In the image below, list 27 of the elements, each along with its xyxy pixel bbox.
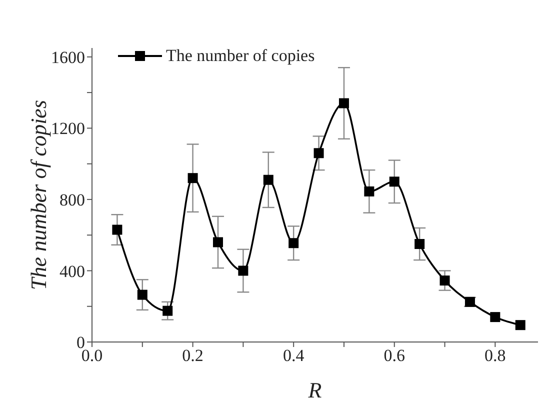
- point: [314, 148, 324, 158]
- y-tick-label: 800: [60, 190, 85, 210]
- point: [162, 306, 173, 316]
- point: [389, 176, 400, 187]
- point: [440, 276, 450, 286]
- y-tick-label: 1200: [51, 119, 85, 138]
- y-tick-label: 400: [60, 262, 85, 281]
- x-tick-label: 0.6: [384, 346, 405, 366]
- point: [263, 174, 274, 185]
- point: [137, 290, 148, 300]
- point: [188, 173, 198, 184]
- x-tick-label: 0.4: [282, 346, 305, 366]
- x-tick-label: 0.2: [182, 346, 204, 366]
- point: [338, 98, 349, 108]
- y-tick-label: 1600: [51, 48, 85, 67]
- point: [212, 237, 223, 248]
- x-axis-title: R: [307, 378, 322, 403]
- x-tick-label: 0.8: [484, 346, 506, 366]
- point: [490, 312, 500, 322]
- point: [414, 239, 425, 249]
- legend-label: The number of copies: [166, 46, 315, 66]
- point: [288, 238, 299, 248]
- point: [515, 320, 526, 330]
- point: [238, 266, 248, 276]
- y-axis-title: The number of copies: [26, 100, 51, 290]
- point: [364, 186, 374, 196]
- point: [112, 224, 122, 235]
